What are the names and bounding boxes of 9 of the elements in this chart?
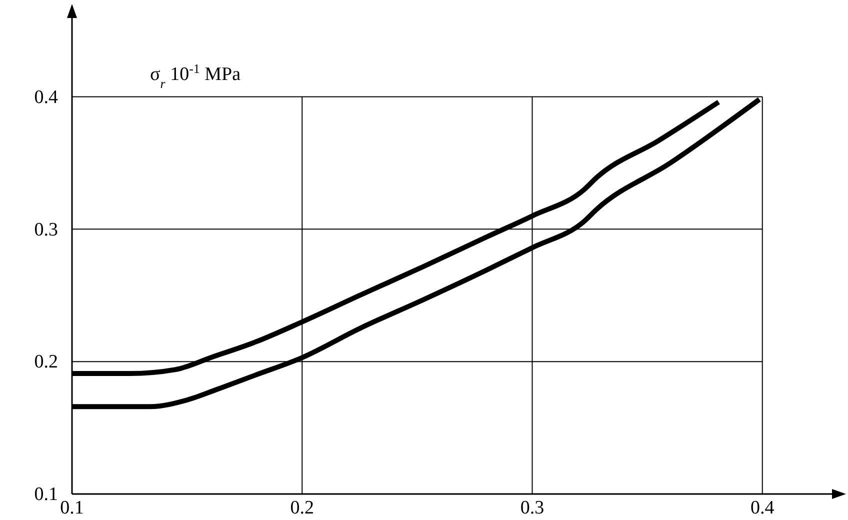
y-tick-label: 0.2 bbox=[34, 352, 58, 373]
y-tick-label: 0.3 bbox=[34, 219, 58, 240]
y-tick-label: 0.4 bbox=[34, 86, 58, 108]
y-axis-title: σ$_{r}$ 10$^{-1}$ MPa bbox=[150, 60, 242, 90]
x-tick-label: 0.3 bbox=[520, 497, 544, 518]
x-tick-label: 0.4 bbox=[750, 497, 775, 518]
x-tick-label: 0.1 bbox=[60, 497, 84, 518]
x-tick-label: 0.2 bbox=[290, 497, 314, 518]
y-tick-label: 0.1 bbox=[34, 484, 58, 506]
